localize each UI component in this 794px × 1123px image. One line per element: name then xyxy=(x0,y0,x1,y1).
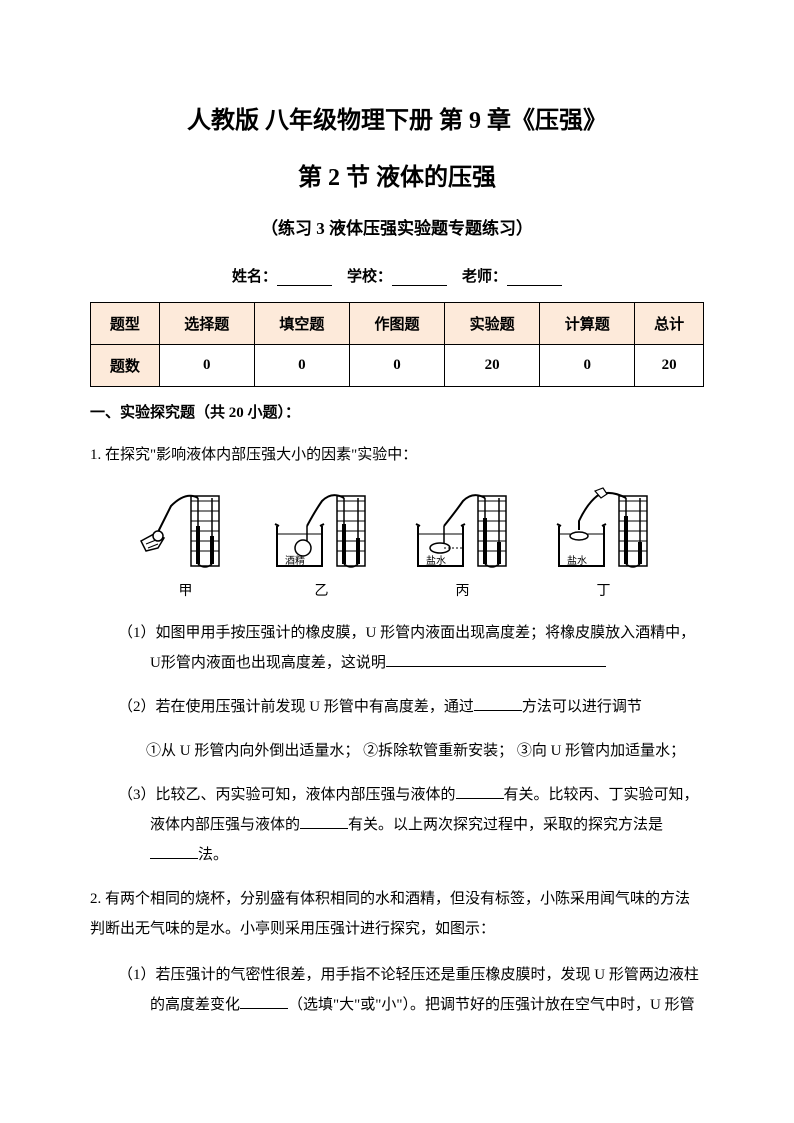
table-data-row: 题数 0 0 0 20 0 20 xyxy=(91,345,704,387)
name-label: 姓名： xyxy=(232,269,277,285)
th-draw: 作图题 xyxy=(349,303,444,345)
q1-sub3: （3）比较乙、丙实验可知，液体内部压强与液体的有关。比较丙、丁实验可知，液体内部… xyxy=(122,780,704,870)
q1-sub2b-text: 方法可以进行调节 xyxy=(522,699,642,715)
q1-sub3c-text: 有关。以上两次探究过程中，采取的探究方法是 xyxy=(348,817,663,833)
title-sub: 第 2 节 液体的压强 xyxy=(90,157,704,192)
diagram-row: 甲 酒精 乙 xyxy=(120,486,674,600)
title-main: 人教版 八年级物理下册 第 9 章《压强》 xyxy=(90,100,704,135)
q2-sub1: （1）若压强计的气密性很差，用手指不论轻压还是重压橡皮膜时，发现 U 形管两边液… xyxy=(122,960,704,1020)
th-calc: 计算题 xyxy=(540,303,635,345)
q2-stem: 2. 有两个相同的烧杯，分别盛有体积相同的水和酒精，但没有标签，小陈采用闻气味的… xyxy=(90,884,704,944)
label-yi: 乙 xyxy=(315,580,329,600)
th-total: 总计 xyxy=(635,303,704,345)
info-line: 姓名： 学校： 老师： xyxy=(90,265,704,286)
q1-sub3-blank1 xyxy=(456,785,504,799)
svg-text:盐水: 盐水 xyxy=(426,554,446,567)
td-exp: 20 xyxy=(445,345,540,387)
label-bing: 丙 xyxy=(456,580,470,600)
th-fill: 填空题 xyxy=(254,303,349,345)
teacher-blank xyxy=(507,270,562,286)
q2-sub1-blank xyxy=(240,995,288,1009)
q1-sub3-blank2 xyxy=(300,815,348,829)
td-calc: 0 xyxy=(540,345,635,387)
q1-sub1-blank xyxy=(386,653,606,667)
q1-stem: 1. 在探究"影响液体内部压强大小的因素"实验中： xyxy=(90,440,704,470)
th-choice: 选择题 xyxy=(159,303,254,345)
title-practice: （练习 3 液体压强实验题专题练习） xyxy=(90,214,704,239)
apparatus-jia-icon xyxy=(136,486,236,576)
school-blank xyxy=(392,270,447,286)
q2-sub1b-text: （选填"大"或"小"）。把调节好的压强计放在空气中时，U 形管 xyxy=(288,997,695,1013)
td-fill: 0 xyxy=(254,345,349,387)
stats-table: 题型 选择题 填空题 作图题 实验题 计算题 总计 题数 0 0 0 20 0 … xyxy=(90,302,704,387)
td-label: 题数 xyxy=(91,345,160,387)
diagram-bing: 盐水 丙 xyxy=(408,486,518,600)
td-draw: 0 xyxy=(349,345,444,387)
apparatus-yi-icon: 酒精 xyxy=(267,486,377,576)
q1-sub1: （1）如图甲用手按压强计的橡皮膜，U 形管内液面出现高度差；将橡皮膜放入酒精中，… xyxy=(122,618,704,678)
th-exp: 实验题 xyxy=(445,303,540,345)
section-header: 一、实验探究题（共 20 小题）： xyxy=(90,401,704,422)
diagram-yi: 酒精 乙 xyxy=(267,486,377,600)
svg-text:酒精: 酒精 xyxy=(285,554,305,567)
td-total: 20 xyxy=(635,345,704,387)
q1-sub2-options: ①从 U 形管内向外倒出适量水； ②拆除软管重新安装； ③向 U 形管内加适量水… xyxy=(90,736,704,766)
th-type: 题型 xyxy=(91,303,160,345)
q1-sub3a-text: （3）比较乙、丙实验可知，液体内部压强与液体的 xyxy=(118,787,456,803)
q1-sub2a-text: （2）若在使用压强计前发现 U 形管中有高度差，通过 xyxy=(118,699,474,715)
teacher-label: 老师： xyxy=(462,269,507,285)
td-choice: 0 xyxy=(159,345,254,387)
school-label: 学校： xyxy=(347,269,392,285)
q1-sub3d-text: 法。 xyxy=(198,847,228,863)
q1-sub2: （2）若在使用压强计前发现 U 形管中有高度差，通过方法可以进行调节 xyxy=(122,692,704,722)
label-jia: 甲 xyxy=(179,580,193,600)
diagram-jia: 甲 xyxy=(136,486,236,600)
q1-sub3-blank3 xyxy=(150,845,198,859)
table-header-row: 题型 选择题 填空题 作图题 实验题 计算题 总计 xyxy=(91,303,704,345)
svg-text:盐水: 盐水 xyxy=(567,554,587,567)
q1-sub2-blank xyxy=(474,697,522,711)
apparatus-ding-icon: 盐水 xyxy=(549,486,659,576)
diagram-ding: 盐水 丁 xyxy=(549,486,659,600)
apparatus-bing-icon: 盐水 xyxy=(408,486,518,576)
name-blank xyxy=(277,270,332,286)
label-ding: 丁 xyxy=(597,580,611,600)
